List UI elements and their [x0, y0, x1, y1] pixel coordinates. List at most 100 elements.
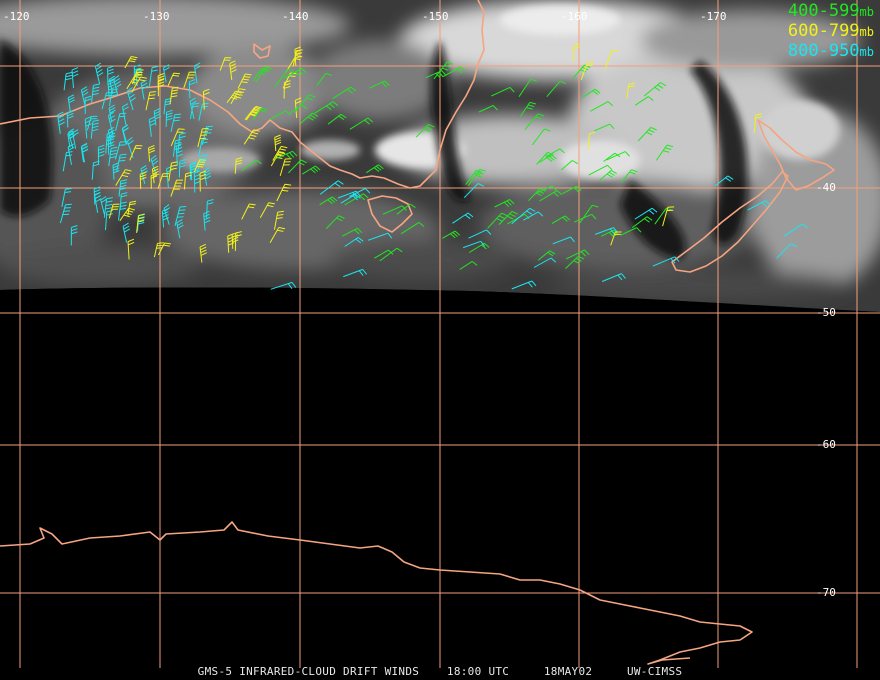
wind-barb	[601, 273, 626, 282]
wind-barb	[340, 193, 361, 204]
wind-barb	[57, 111, 65, 134]
wind-barb	[229, 60, 237, 80]
wind-barb	[463, 183, 485, 199]
wind-barb	[524, 113, 545, 130]
coastlines	[0, 0, 835, 665]
wind-barb	[234, 157, 243, 174]
antarctica-coastline	[0, 521, 753, 665]
wind-barb	[107, 126, 116, 147]
wind-barb	[523, 211, 544, 221]
wind-barb	[533, 257, 557, 268]
wind-barb	[161, 208, 169, 228]
wind-barb	[349, 117, 374, 130]
wind-barb	[129, 145, 143, 161]
wind-barb	[468, 242, 490, 253]
wind-barb	[157, 242, 171, 256]
wind-barb	[97, 144, 105, 165]
wind-barb	[59, 203, 72, 224]
wind-barb	[121, 124, 129, 145]
wind-barb	[299, 112, 319, 124]
wind-barb	[637, 126, 657, 142]
wind-barb	[167, 72, 181, 87]
wind-barb	[202, 88, 210, 110]
wind-barb	[113, 75, 122, 95]
wind-barb	[197, 127, 209, 148]
wind-barb	[634, 207, 658, 220]
wind-barb	[344, 236, 364, 247]
wind-barb	[621, 169, 638, 183]
wind-barb	[226, 90, 242, 103]
wind-barb	[319, 196, 338, 206]
wind-barb	[227, 233, 235, 253]
wind-barb	[545, 148, 565, 158]
wind-barb	[325, 215, 345, 229]
wind-barb	[237, 73, 252, 89]
wind-barb	[90, 119, 100, 139]
wind-barb	[168, 161, 178, 182]
wind-barb	[531, 128, 551, 146]
cape-york-coastline	[253, 43, 271, 59]
wind-barb	[519, 101, 537, 117]
wind-barb	[579, 204, 599, 224]
wind-barb	[573, 43, 580, 62]
legend-item-600-799: 600-799mb	[788, 22, 874, 42]
wind-barb	[241, 159, 262, 172]
wind-barb	[511, 207, 536, 225]
wind-barb	[153, 242, 164, 258]
wind-barb	[108, 75, 116, 95]
wind-barb	[63, 71, 73, 91]
wind-barb	[433, 61, 454, 80]
legend-unit: mb	[859, 45, 874, 59]
caption-source: UW-CIMSS	[626, 665, 683, 678]
wind-barb	[126, 73, 143, 90]
wind-barb	[332, 86, 357, 100]
wind-barb	[632, 216, 653, 229]
wind-barb	[139, 171, 147, 190]
nz-north-island-coastline	[757, 119, 835, 191]
wind-barb	[274, 68, 295, 88]
wind-barb	[116, 153, 127, 172]
wind-barb	[279, 158, 292, 176]
wind-barb	[150, 173, 158, 189]
wind-barb	[62, 151, 73, 172]
wind-barb	[84, 116, 92, 139]
wind-barb	[107, 65, 114, 85]
wind-barb	[127, 200, 137, 216]
wind-barb	[122, 103, 129, 125]
wind-barb	[174, 206, 187, 227]
wind-barb	[105, 131, 114, 154]
wind-barb	[157, 78, 165, 97]
wind-barb	[274, 210, 284, 230]
wind-barb	[109, 88, 118, 107]
wind-barb	[604, 50, 618, 70]
wind-barb	[103, 197, 113, 218]
legend-unit: mb	[859, 25, 874, 39]
wind-barb	[511, 280, 537, 290]
wind-barb	[537, 250, 556, 261]
wind-barb	[314, 101, 339, 114]
wind-barb	[349, 188, 371, 197]
wind-barb	[452, 212, 474, 224]
wind-barb	[234, 231, 242, 251]
wind-barb	[518, 78, 537, 97]
wind-barb	[603, 152, 621, 162]
legend-unit: mb	[859, 5, 874, 19]
wind-barb	[145, 91, 157, 111]
wind-barb	[259, 202, 275, 218]
wind-barb	[379, 247, 403, 262]
wind-barb	[276, 183, 292, 202]
wind-barb	[241, 203, 256, 220]
wind-barb	[342, 227, 363, 237]
wind-barb	[367, 232, 393, 241]
wind-barb	[255, 66, 273, 83]
wind-barb	[107, 78, 115, 98]
wind-barb	[465, 169, 483, 185]
wind-barb	[244, 106, 261, 121]
wind-barb	[91, 83, 100, 103]
wind-barb	[270, 281, 297, 290]
wind-barb	[198, 138, 209, 157]
australia-coastline	[0, 0, 485, 189]
image-caption: GMS-5 INFRARED-CLOUD DRIFT WINDS 18:00 U…	[0, 665, 880, 678]
